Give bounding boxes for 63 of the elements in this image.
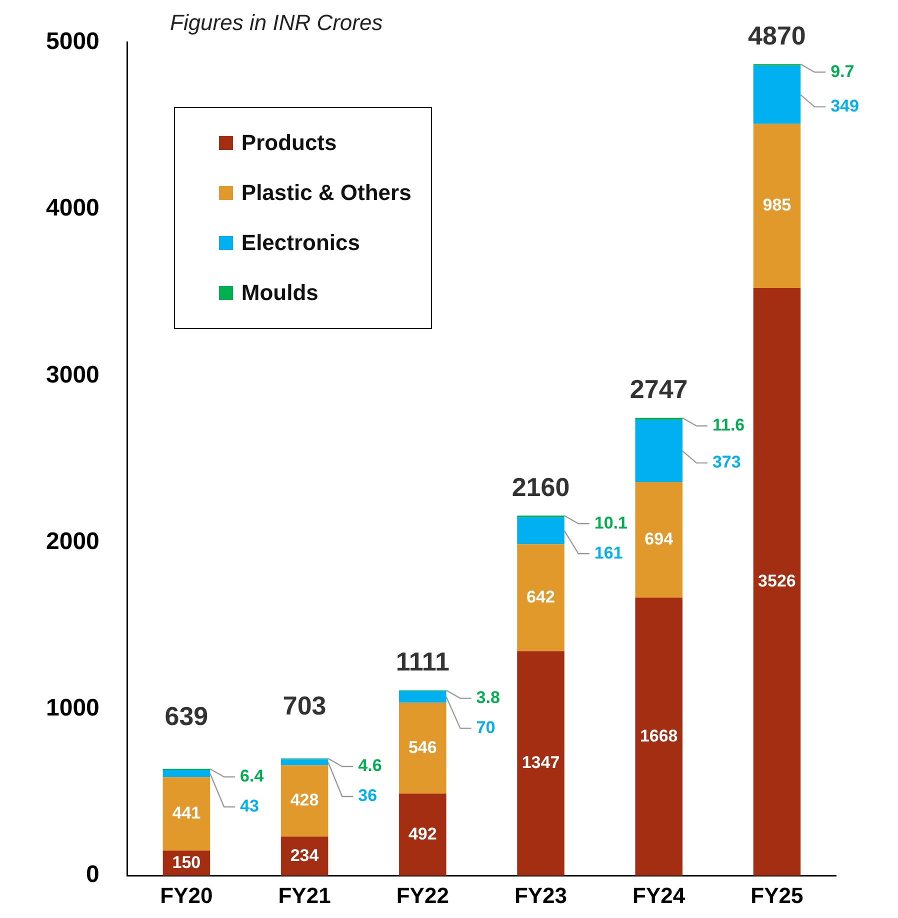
x-tick-label: FY25 <box>750 882 804 908</box>
data-label: 234 <box>290 846 320 865</box>
data-label: 492 <box>408 824 437 844</box>
total-label: 703 <box>282 690 326 721</box>
data-label: 1668 <box>640 726 678 746</box>
bar <box>517 544 564 652</box>
x-tick-label: FY21 <box>278 882 331 908</box>
data-label: 3526 <box>758 572 796 590</box>
text: Figures in INR Crores <box>170 10 383 36</box>
legend-label: Products <box>241 130 337 156</box>
x-tick-label: FY22 <box>396 882 449 908</box>
total-label: 4870 <box>748 20 806 50</box>
data-label: 694 <box>644 530 674 549</box>
bar <box>162 770 210 778</box>
data-label: 11.6 <box>712 416 745 435</box>
bar <box>399 794 446 876</box>
data-label: 9.7 <box>830 62 854 81</box>
bar <box>399 702 446 794</box>
data-label: 70 <box>476 718 496 738</box>
bar <box>517 517 564 544</box>
data-label: 43 <box>240 796 259 816</box>
total-label: 2160 <box>512 472 570 502</box>
bar <box>635 420 682 482</box>
y-tick-label: 4000 <box>46 194 100 222</box>
bar <box>517 651 564 876</box>
legend-label: Plastic & Others <box>241 180 412 206</box>
y-tick-label: 3000 <box>46 361 100 388</box>
data-label: 150 <box>172 852 201 872</box>
data-label: 349 <box>830 96 859 116</box>
bar <box>162 777 210 851</box>
data-label: 4.6 <box>358 756 382 776</box>
bar <box>635 482 682 598</box>
y-tick-label: 2000 <box>46 528 100 555</box>
x-tick-label: FY20 <box>160 882 213 908</box>
data-label: 1347 <box>522 753 560 772</box>
data-label: 6.4 <box>240 766 264 786</box>
bar <box>753 124 801 288</box>
bar <box>753 66 801 124</box>
total-label: 2747 <box>630 374 688 404</box>
legend-label: Electronics <box>241 230 360 256</box>
y-tick-label: 0 <box>86 861 100 888</box>
bar <box>280 765 328 837</box>
data-label: 985 <box>762 196 792 215</box>
data-label: 546 <box>408 738 437 757</box>
x-tick-label: FY23 <box>514 882 568 908</box>
total-label: 1111 <box>396 646 450 676</box>
y-tick-label: 5000 <box>46 28 100 56</box>
data-label: 428 <box>290 790 319 810</box>
data-label: 36 <box>358 786 378 806</box>
total-label: 639 <box>164 701 208 732</box>
legend-label: Moulds <box>241 280 318 306</box>
x-tick-label: FY24 <box>632 882 686 908</box>
data-label: 642 <box>526 587 555 606</box>
data-label: 161 <box>594 543 623 562</box>
data-label: 373 <box>712 452 741 472</box>
bar <box>635 598 682 876</box>
bar <box>399 690 446 703</box>
data-label: 441 <box>172 804 201 823</box>
data-label: 10.1 <box>594 513 628 532</box>
bar <box>753 288 801 876</box>
data-label: 3.8 <box>476 688 500 708</box>
y-tick-label: 1000 <box>46 694 100 722</box>
bar <box>280 759 328 766</box>
